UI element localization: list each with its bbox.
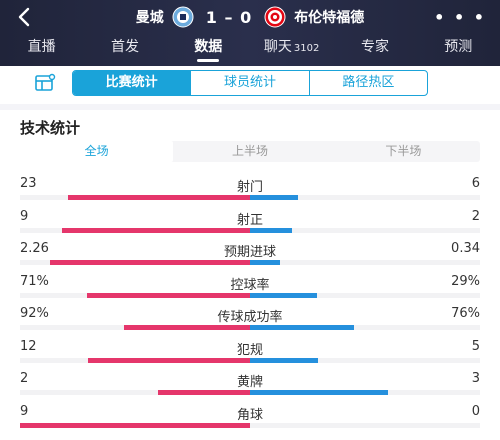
divider [0, 104, 500, 110]
tab-chat[interactable]: 聊天 3102 [263, 39, 320, 55]
stat-name: 射正 [236, 212, 263, 228]
period-first-half[interactable]: 上半场 [231, 144, 268, 158]
away-stat-value: 0.34 [451, 241, 480, 256]
home-stat-value: 9 [20, 208, 29, 224]
section-title: 技术统计 [20, 119, 81, 137]
stat-name: 射门 [236, 180, 263, 195]
scoreline: 曼城 1 – 0 布伦特福德 [0, 0, 500, 34]
away-stat-bar [250, 227, 292, 233]
away-stat-bar [250, 195, 298, 200]
stat-name: 控球率 [230, 277, 270, 293]
score: 1 – 0 [205, 7, 253, 27]
stat-bar-track [20, 422, 480, 428]
away-stat-bar [250, 357, 318, 363]
stat-name: 角球 [236, 407, 263, 423]
home-stat-bar [50, 260, 250, 265]
home-stat-bar [124, 325, 250, 330]
away-stat-value: 29% [451, 273, 480, 289]
away-stat-value: 76% [451, 306, 480, 321]
stats-board-icon[interactable] [34, 73, 56, 93]
away-team-crest-icon[interactable] [264, 6, 286, 28]
home-stat-value: 2 [20, 371, 29, 386]
tab-predictions[interactable]: 预测 [444, 39, 473, 55]
stat-row: 角球 9 0 [20, 404, 480, 434]
away-stat-value: 5 [471, 338, 480, 354]
stat-row: 预期进球 2.26 0.34 [20, 241, 480, 271]
away-stat-value: 3 [471, 371, 480, 386]
home-stat-value: 92% [20, 306, 49, 321]
back-button[interactable] [14, 6, 36, 28]
away-stat-bar [250, 390, 388, 395]
away-stat-value: 2 [471, 208, 480, 224]
home-stat-bar [87, 292, 250, 298]
home-stat-bar [88, 357, 250, 363]
stat-row: 黄牌 2 3 [20, 371, 480, 401]
away-team-name[interactable]: 布伦特福德 [294, 10, 365, 26]
stat-row: 射门 23 6 [20, 176, 480, 206]
tab-lineup[interactable]: 首发 [110, 39, 139, 55]
period-switch: 全场 上半场 下半场 [20, 141, 480, 162]
stat-name: 犯规 [236, 342, 263, 358]
stat-row: 犯规 12 5 [20, 339, 480, 369]
home-stat-value: 71% [20, 273, 49, 289]
stat-row: 传球成功率 92% 76% [20, 306, 480, 336]
away-stat-bar [250, 292, 317, 298]
match-tabs: 直播 首发 数据 聊天 3102 专家 预测 [0, 34, 500, 58]
chat-count-badge: 3102 [293, 43, 320, 54]
home-team-name[interactable]: 曼城 [135, 10, 164, 26]
stat-name: 黄牌 [236, 375, 263, 390]
stat-row: 控球率 71% 29% [20, 274, 480, 304]
period-second-half[interactable]: 下半场 [385, 144, 422, 158]
chevron-left-icon [18, 7, 30, 27]
stat-name: 预期进球 [223, 245, 276, 260]
away-stat-bar [250, 325, 354, 330]
home-stat-value: 2.26 [20, 241, 49, 256]
more-options-icon[interactable]: • • • [434, 8, 486, 27]
home-stat-bar [158, 390, 250, 395]
stats-segmented-control: 比赛统计 球员统计 路径热区 [72, 70, 428, 96]
home-team-crest-icon[interactable] [172, 6, 194, 28]
home-stat-value: 9 [20, 403, 29, 419]
away-stat-bar [250, 260, 280, 265]
away-stat-value: 6 [471, 176, 480, 191]
segment-heatmap[interactable]: 路径热区 [308, 71, 427, 95]
segment-player-stats[interactable]: 球员统计 [190, 71, 308, 95]
home-stat-bar [20, 422, 250, 428]
top-bar: 曼城 1 – 0 布伦特福德 • • • [0, 0, 500, 34]
segment-match-stats[interactable]: 比赛统计 [73, 71, 191, 95]
away-stat-value: 0 [471, 403, 480, 419]
home-stat-bar [68, 195, 250, 200]
home-stat-value: 23 [20, 176, 37, 191]
home-stat-value: 12 [20, 338, 37, 354]
tab-data[interactable]: 数据 [167, 36, 250, 56]
stat-name: 传球成功率 [217, 310, 283, 325]
tab-experts[interactable]: 专家 [360, 39, 389, 55]
home-stat-bar [62, 227, 250, 233]
tab-live[interactable]: 直播 [27, 39, 56, 55]
stat-row: 射正 9 2 [20, 209, 480, 239]
period-full[interactable]: 全场 [20, 141, 174, 162]
